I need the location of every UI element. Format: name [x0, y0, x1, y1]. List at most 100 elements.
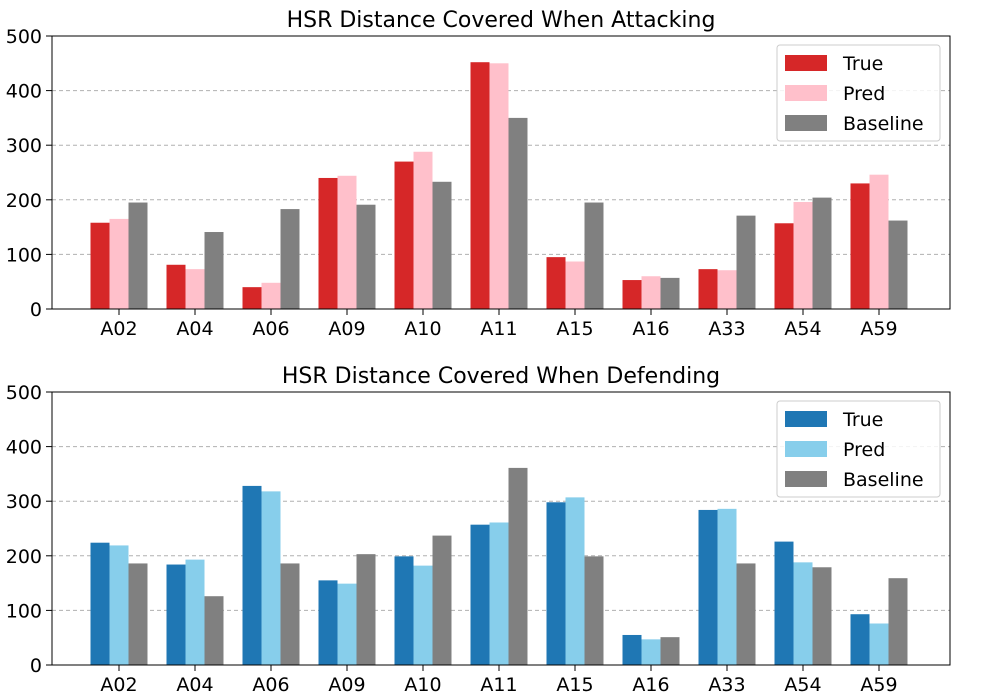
bar-true-a02	[90, 542, 110, 665]
bar-baseline-a11	[508, 467, 528, 665]
bar-baseline-a33	[736, 563, 756, 665]
plot-frame	[51, 391, 951, 666]
bar-baseline-a06	[280, 563, 300, 665]
chart-panel-2: HSR Distance Covered When Defending 0 100 2…	[6, 364, 951, 696]
bar-pred-a09	[337, 175, 357, 309]
bar-baseline-a33	[736, 215, 756, 309]
legend: True Pred Baseline	[776, 44, 941, 142]
x-tick-label: A54	[784, 674, 821, 696]
chart-panel-1: HSR Distance Covered When Attacking 0 100 2…	[6, 8, 951, 340]
x-tick-label: A15	[556, 318, 593, 340]
y-tick-label: 400	[6, 81, 42, 103]
bar-pred-a06	[261, 491, 281, 665]
bar-baseline-a09	[356, 554, 376, 665]
x-tick-label: A11	[480, 318, 517, 340]
bar-true-a09	[318, 580, 338, 665]
x-tick-label: A09	[328, 318, 365, 340]
legend: True Pred Baseline	[776, 400, 941, 498]
bar-baseline-a04	[204, 232, 224, 309]
bar-true-a10	[394, 556, 414, 665]
bar-true-a10	[394, 161, 414, 309]
bar-pred-a11	[489, 522, 509, 665]
bar-true-a09	[318, 177, 338, 309]
bar-true-a04	[166, 264, 186, 309]
x-tick-label: A04	[176, 674, 213, 696]
bar-baseline-a06	[280, 209, 300, 309]
x-tick-label: A06	[252, 674, 289, 696]
y-tick-label: 200	[6, 546, 42, 568]
x-tick-label: A33	[708, 674, 745, 696]
y-tick-label: 500	[6, 382, 42, 404]
bar-true-a16	[622, 280, 642, 309]
bar-true-a11	[470, 524, 490, 665]
legend-label: Pred	[843, 439, 885, 461]
x-tick-label: A10	[404, 674, 441, 696]
bar-true-a16	[622, 634, 642, 665]
bar-true-a33	[698, 269, 718, 309]
bar-pred-a59	[869, 174, 889, 309]
chart-title: HSR Distance Covered When Defending	[282, 364, 720, 389]
legend-label: Baseline	[843, 469, 924, 491]
bar-true-a15	[546, 257, 566, 309]
y-tick-label: 300	[6, 135, 42, 157]
y-tick-label: 0	[30, 655, 42, 677]
bar-baseline-a02	[128, 202, 148, 309]
legend-swatch-true	[785, 411, 827, 427]
x-tick-label: A11	[480, 674, 517, 696]
bar-baseline-a16	[660, 277, 680, 309]
bar-pred-a16	[641, 276, 661, 309]
bar-pred-a04	[185, 269, 205, 309]
y-tick-label: 400	[6, 437, 42, 459]
bar-true-a59	[850, 614, 870, 665]
y-tick-label: 300	[6, 491, 42, 513]
bar-baseline-a10	[432, 535, 452, 665]
x-tick-label: A06	[252, 318, 289, 340]
bar-pred-a09	[337, 583, 357, 665]
x-tick-label: A15	[556, 674, 593, 696]
bar-true-a15	[546, 502, 566, 665]
y-tick-label: 100	[6, 244, 42, 266]
bar-pred-a54	[793, 201, 813, 309]
bar-baseline-a09	[356, 204, 376, 309]
bar-true-a33	[698, 509, 718, 665]
chart-title: HSR Distance Covered When Attacking	[287, 8, 716, 33]
bar-pred-a10	[413, 565, 433, 665]
bar-pred-a54	[793, 562, 813, 665]
bar-true-a06	[242, 485, 262, 665]
bar-true-a11	[470, 62, 490, 309]
bar-baseline-a59	[888, 220, 908, 309]
bar-pred-a59	[869, 623, 889, 665]
legend-swatch-pred	[785, 85, 827, 101]
bar-baseline-a59	[888, 578, 908, 665]
bar-true-a54	[774, 541, 794, 665]
legend-swatch-baseline	[785, 471, 827, 487]
legend-swatch-baseline	[785, 115, 827, 131]
bar-baseline-a11	[508, 117, 528, 310]
legend-label: Pred	[843, 83, 885, 105]
bar-pred-a02	[109, 218, 129, 309]
x-tick-label: A59	[860, 674, 897, 696]
bar-pred-a15	[565, 261, 585, 309]
x-tick-label: A59	[860, 318, 897, 340]
bar-pred-a33	[717, 508, 737, 665]
x-tick-label: A16	[632, 318, 669, 340]
bar-pred-a11	[489, 63, 509, 309]
bar-baseline-a15	[584, 202, 604, 309]
x-tick-label: A10	[404, 318, 441, 340]
y-tick-label: 500	[6, 26, 42, 48]
bar-baseline-a54	[812, 567, 832, 665]
bar-pred-a04	[185, 559, 205, 665]
bar-baseline-a16	[660, 637, 680, 665]
legend-label: True	[842, 53, 883, 75]
legend-swatch-pred	[785, 441, 827, 457]
x-tick-label: A02	[100, 674, 137, 696]
bar-pred-a06	[261, 282, 281, 309]
bar-baseline-a15	[584, 556, 604, 665]
x-tick-label: A16	[632, 674, 669, 696]
x-tick-label: A54	[784, 318, 821, 340]
legend-label: True	[842, 409, 883, 431]
legend-swatch-true	[785, 55, 827, 71]
x-tick-label: A02	[100, 318, 137, 340]
y-tick-label: 200	[6, 190, 42, 212]
y-tick-label: 100	[6, 600, 42, 622]
